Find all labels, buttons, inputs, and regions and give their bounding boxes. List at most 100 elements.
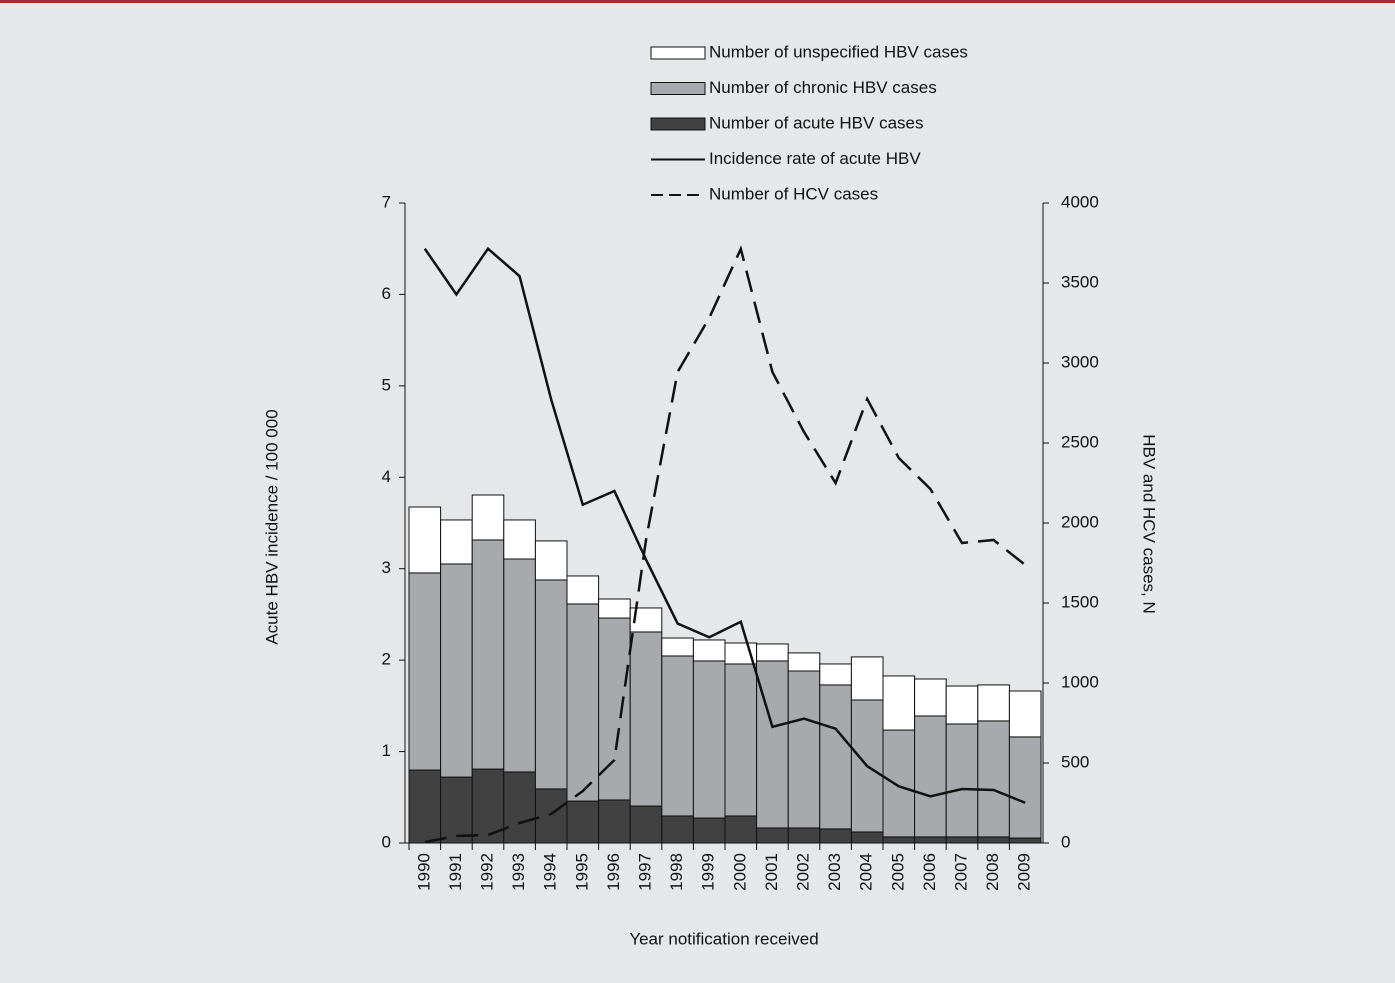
bar-segment: [945, 685, 979, 725]
x-tick-label: 2000: [730, 853, 749, 891]
legend-label: Number of HCV cases: [709, 184, 878, 203]
bar-segment: [1008, 837, 1042, 844]
line-series: [423, 246, 1026, 804]
x-tick-label: 2007: [951, 853, 970, 891]
bar-segment: [408, 506, 442, 574]
bar-segment: [882, 836, 916, 844]
bar-segment: [566, 800, 600, 844]
y2-tick-label: 3000: [1061, 352, 1099, 371]
y2-tick-label: 2000: [1061, 512, 1099, 531]
y2-axis-label: HBV and HCV cases, N: [1140, 434, 1159, 614]
y2-tick-label: 1500: [1061, 592, 1099, 611]
x-tick-label: 1993: [509, 853, 528, 891]
bar-segment: [914, 678, 947, 717]
y-tick-label: 3: [382, 558, 391, 577]
y-tick-label: 2: [382, 650, 391, 669]
y2-tick-label: 0: [1061, 832, 1070, 851]
legend-swatch: [650, 82, 706, 95]
x-tick-label: 2003: [825, 853, 844, 891]
bar-segment: [914, 715, 947, 838]
bar-segment: [1008, 736, 1042, 839]
legend-swatch: [650, 46, 706, 60]
legend-swatch: [650, 117, 706, 131]
bar-segment: [534, 579, 568, 790]
top-rule: [0, 0, 1395, 3]
x-tick-label: 1990: [414, 853, 433, 891]
bar-segment: [661, 637, 694, 657]
bar-segment: [471, 539, 505, 770]
bar-segment: [787, 827, 821, 844]
bar-segment: [819, 828, 852, 844]
bar-segment: [629, 805, 663, 844]
y2-tick-label: 2500: [1061, 432, 1099, 451]
x-tick-label: 1995: [572, 853, 591, 891]
bar-segment: [503, 771, 536, 844]
bar-segment: [440, 563, 473, 778]
legend-label: Incidence rate of acute HBV: [709, 149, 921, 168]
bar-segment: [977, 684, 1010, 722]
bar-segment: [1008, 690, 1042, 738]
bar-segment: [787, 652, 821, 672]
bar-segment: [598, 617, 631, 801]
y-tick-label: 6: [382, 284, 391, 303]
x-tick-label: 1996: [604, 853, 623, 891]
x-tick-label: 2001: [762, 853, 781, 891]
bar-segment: [661, 655, 694, 817]
bar-segment: [534, 540, 568, 581]
bar-segment: [661, 815, 694, 844]
y-tick-label: 4: [382, 467, 391, 486]
x-tick-label: 1997: [635, 853, 654, 891]
bar-segment: [882, 675, 916, 731]
bar-segment: [819, 684, 852, 830]
bar-segment: [503, 519, 536, 560]
bar-segment: [692, 639, 726, 662]
x-tick-label: 2006: [920, 853, 939, 891]
x-tick-label: 2004: [857, 853, 876, 891]
y2-tick-label: 4000: [1061, 192, 1099, 211]
x-tick-label: 2002: [793, 853, 812, 891]
bar-segment: [408, 572, 442, 771]
bar-segment: [566, 575, 600, 605]
x-tick-label: 1994: [541, 853, 560, 891]
y-tick-label: 5: [382, 375, 391, 394]
bar-segment: [756, 643, 789, 662]
bar-segment: [977, 836, 1010, 844]
bar-segment: [440, 776, 473, 844]
x-tick-label: 1998: [667, 853, 686, 891]
legend-label: Number of unspecified HBV cases: [709, 42, 968, 61]
bar-segment: [598, 799, 631, 844]
bar-segment: [977, 720, 1010, 838]
bar-segment: [914, 836, 947, 844]
bar-segment: [756, 827, 789, 844]
x-tick-label: 2009: [1015, 853, 1034, 891]
bar-segment: [945, 723, 979, 838]
bar-segment: [408, 769, 442, 844]
bar-segment: [850, 656, 884, 701]
y-axis-label: Acute HBV incidence / 100 000: [262, 409, 281, 644]
x-tick-label: 2008: [983, 853, 1002, 891]
bar-segment: [566, 603, 600, 802]
y-tick-label: 1: [382, 741, 391, 760]
bar-segment: [819, 663, 852, 686]
legend-label: Number of chronic HBV cases: [709, 78, 937, 97]
bar-segment: [440, 519, 473, 565]
bar-segment: [503, 558, 536, 773]
y-tick-label: 7: [382, 192, 391, 211]
bar-segment: [787, 670, 821, 829]
legend-label: Number of acute HBV cases: [709, 113, 923, 132]
bar-segment: [629, 631, 663, 807]
bar-segment: [945, 836, 979, 844]
y2-tick-label: 500: [1061, 752, 1089, 771]
bar-segment: [724, 663, 758, 817]
bar-segment: [882, 729, 916, 838]
bar-segment: [692, 817, 726, 844]
x-axis-label: Year notification received: [629, 929, 818, 948]
bar-segment: [471, 494, 505, 541]
bar-segment: [534, 788, 568, 844]
x-tick-label: 1992: [477, 853, 496, 891]
x-tick-label: 2005: [888, 853, 907, 891]
bar-segment: [692, 660, 726, 819]
x-tick-label: 1991: [446, 853, 465, 891]
